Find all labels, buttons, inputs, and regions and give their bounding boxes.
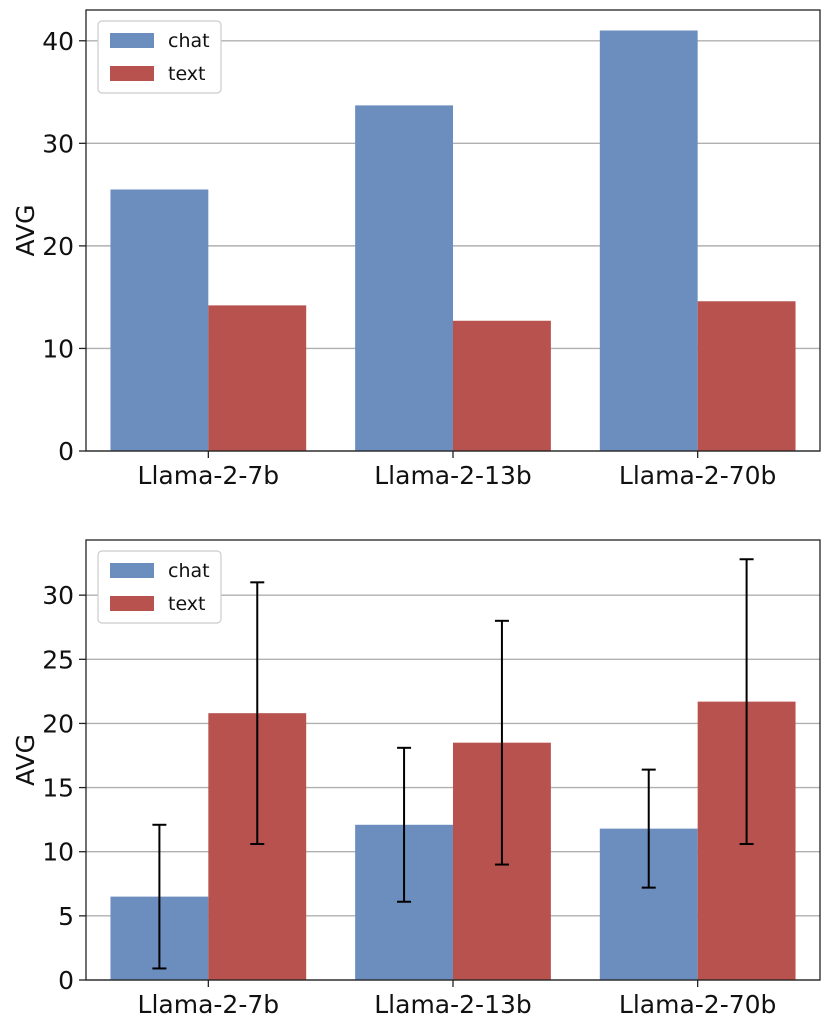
legend-swatch-text: [110, 66, 154, 81]
y-tick-label: 0: [58, 437, 74, 466]
legend-swatch-chat: [110, 563, 154, 578]
y-tick-label: 15: [42, 774, 74, 803]
x-tick-label: Llama-2-13b: [374, 990, 532, 1019]
y-axis-label: AVG: [11, 734, 40, 786]
bar-text-Llama-2-13b: [453, 320, 551, 451]
bar-chat-Llama-2-13b: [355, 105, 453, 452]
legend-label-chat: chat: [168, 30, 210, 52]
bar-chat-Llama-2-70b: [599, 30, 698, 451]
y-tick-label: 20: [42, 709, 74, 738]
chart-panel-2: 0 5 10 15 20 25 30 Llama-2-7b Llama-2-13b Llama-2…: [11, 539, 821, 1019]
y-tick-label: 30: [42, 129, 74, 158]
y-tick-label: 20: [42, 232, 74, 261]
y-tick-label: 10: [42, 334, 74, 363]
y-tick-label: 10: [42, 838, 74, 867]
bar-text-Llama-2-7b: [208, 305, 307, 451]
legend-swatch-chat: [110, 33, 154, 48]
legend: chat text: [97, 20, 222, 94]
x-tick-label: Llama-2-13b: [374, 461, 532, 490]
x-tick-label: Llama-2-70b: [619, 990, 777, 1019]
legend-swatch-text: [110, 596, 154, 611]
legend: chat text: [97, 550, 222, 624]
x-tick-label: Llama-2-70b: [619, 461, 777, 490]
legend-label-text: text: [168, 63, 206, 85]
y-tick-label: 0: [58, 966, 74, 995]
bar-text-Llama-2-70b: [697, 301, 796, 451]
chart-panel-1: 0 10 20 30 40 Llama-2-7b Llama-2-13b Llama-2-70…: [11, 9, 821, 490]
y-tick-label: 40: [42, 27, 74, 56]
y-tick-label: 25: [42, 645, 74, 674]
y-axis-label: AVG: [11, 205, 40, 257]
x-tick-label: Llama-2-7b: [138, 461, 280, 490]
legend-label-chat: chat: [168, 560, 210, 582]
legend-label-text: text: [168, 593, 206, 615]
x-tick-label: Llama-2-7b: [138, 990, 280, 1019]
bar-chat-Llama-2-7b: [110, 189, 209, 451]
y-tick-label: 5: [58, 902, 74, 931]
y-tick-label: 30: [42, 581, 74, 610]
